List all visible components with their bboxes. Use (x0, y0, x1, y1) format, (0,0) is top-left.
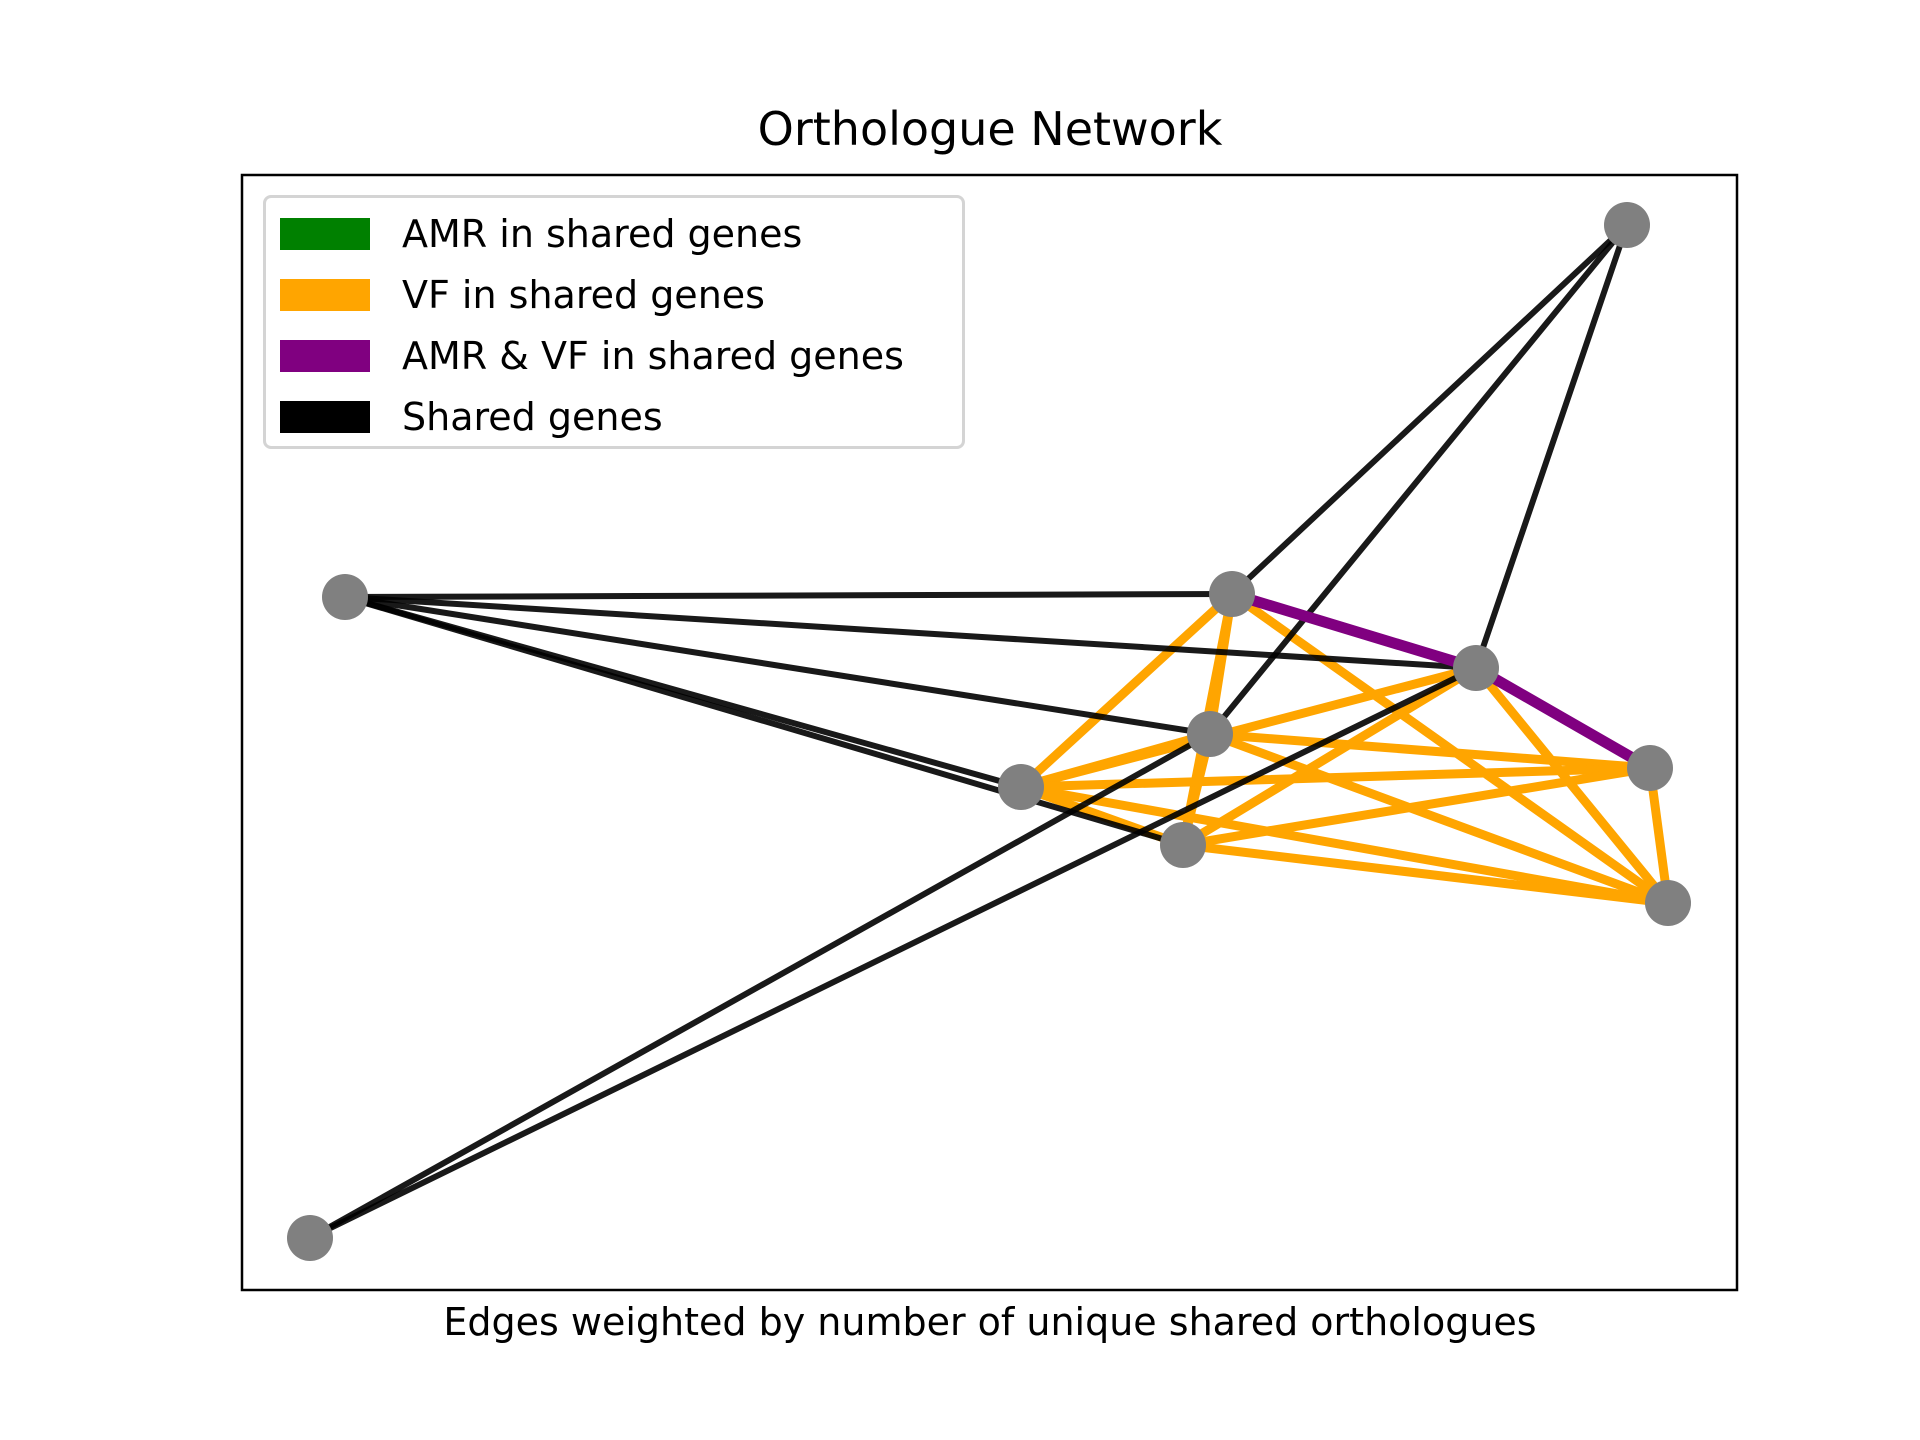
node-n6 (998, 764, 1044, 810)
legend-item-shared: Shared genes (280, 395, 663, 439)
x-axis-label: Edges weighted by number of unique share… (443, 1300, 1537, 1344)
legend-item-amr: AMR in shared genes (280, 212, 803, 256)
legend-label: Shared genes (402, 395, 663, 439)
nodes-layer (287, 202, 1691, 1261)
node-n4 (1453, 645, 1499, 691)
edge-amr-vf-n4-n8 (1470, 662, 1656, 774)
plot-frame (240, 173, 1739, 1292)
edge-shared-n1-n4 (1473, 222, 1630, 671)
edge-vf-n7-n9 (1178, 840, 1673, 908)
edge-vf-n3-n6 (1016, 589, 1237, 792)
edge-vf-n4-n7 (1178, 663, 1481, 850)
legend-label: AMR in shared genes (402, 212, 803, 256)
edge-amr-vf-n3-n4 (1226, 588, 1482, 674)
legend: AMR in shared genes VF in shared genes A… (263, 195, 965, 449)
legend-swatch-shared (280, 401, 370, 433)
legend-swatch-amr (280, 218, 370, 250)
edge-shared-n2-n4 (342, 594, 1479, 671)
edge-shared-n1-n3 (1229, 222, 1630, 597)
node-n3 (1209, 571, 1255, 617)
chart-title: Orthologue Network (757, 102, 1223, 156)
node-n8 (1627, 745, 1673, 791)
node-n10 (287, 1215, 333, 1261)
edges-layer (307, 222, 1673, 1241)
edge-shared-n2-n5 (342, 594, 1213, 737)
edge-shared-n10-n5 (307, 731, 1213, 1241)
edge-vf-n7-n8 (1178, 763, 1655, 850)
edge-shared-n2-n7 (342, 594, 1186, 848)
node-n7 (1160, 822, 1206, 868)
edge-shared-n2-n3 (342, 591, 1235, 600)
legend-swatch-vf (280, 279, 370, 311)
legend-swatch-amr-vf (280, 340, 370, 372)
node-n2 (322, 574, 368, 620)
legend-label: AMR & VF in shared genes (402, 334, 904, 378)
legend-item-vf: VF in shared genes (280, 273, 765, 317)
node-n5 (1187, 711, 1233, 757)
legend-item-amr-vf: AMR & VF in shared genes (280, 334, 904, 378)
edge-vf-n6-n4 (1016, 663, 1481, 792)
node-n9 (1645, 880, 1691, 926)
node-n1 (1604, 202, 1650, 248)
edge-vf-n5-n8 (1205, 729, 1655, 773)
edge-shared-n1-n5 (1207, 222, 1630, 737)
legend-label: VF in shared genes (402, 273, 765, 317)
edge-shared-n10-n4 (307, 665, 1479, 1241)
edge-vf-n6-n9 (1016, 782, 1673, 908)
edge-vf-n4-n9 (1471, 663, 1673, 908)
